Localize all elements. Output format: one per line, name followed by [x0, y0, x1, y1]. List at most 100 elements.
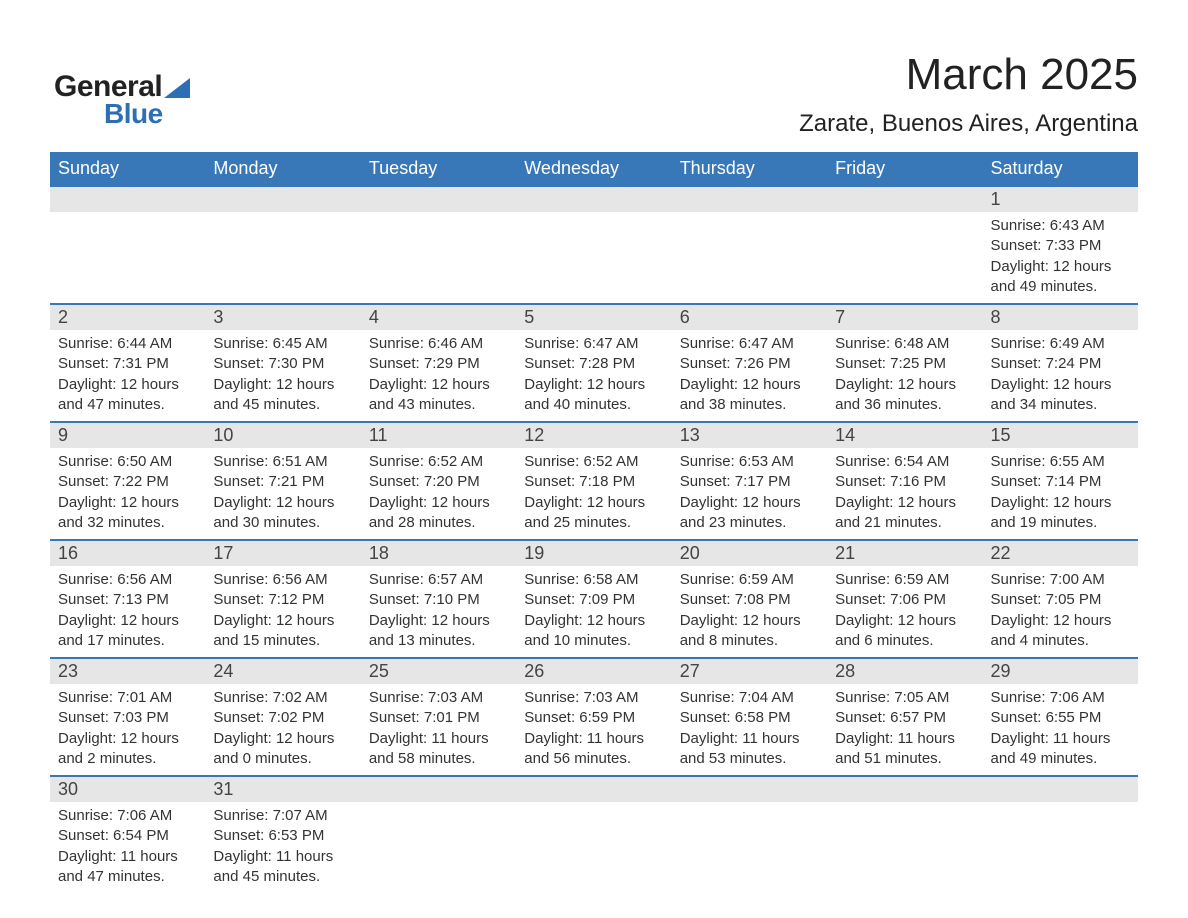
daylight-line2: and 25 minutes. — [524, 513, 663, 533]
day-num-cell: 17 — [205, 540, 360, 566]
daylight-line1: Daylight: 12 hours — [58, 611, 197, 631]
sunrise-text: Sunrise: 7:03 AM — [524, 688, 663, 708]
day-content-cell: Sunrise: 6:52 AMSunset: 7:20 PMDaylight:… — [361, 448, 516, 540]
sunset-text: Sunset: 7:13 PM — [58, 590, 197, 610]
day-num-cell — [50, 186, 205, 212]
daylight-line1: Daylight: 11 hours — [524, 729, 663, 749]
daylight-line1: Daylight: 12 hours — [58, 493, 197, 513]
calendar-body: 1Sunrise: 6:43 AMSunset: 7:33 PMDaylight… — [50, 186, 1138, 893]
day-num-cell — [516, 186, 671, 212]
day-content-cell: Sunrise: 6:45 AMSunset: 7:30 PMDaylight:… — [205, 330, 360, 422]
sunset-text: Sunset: 7:33 PM — [991, 236, 1130, 256]
day-header: Thursday — [672, 152, 827, 186]
day-num-cell: 4 — [361, 304, 516, 330]
sunset-text: Sunset: 6:58 PM — [680, 708, 819, 728]
daylight-line1: Daylight: 12 hours — [58, 375, 197, 395]
daylight-line2: and 36 minutes. — [835, 395, 974, 415]
day-number: 30 — [50, 777, 205, 802]
sunset-text: Sunset: 6:59 PM — [524, 708, 663, 728]
sunrise-text: Sunrise: 7:00 AM — [991, 570, 1130, 590]
day-details: Sunrise: 7:02 AMSunset: 7:02 PMDaylight:… — [205, 684, 360, 775]
sunset-text: Sunset: 7:28 PM — [524, 354, 663, 374]
day-number: 10 — [205, 423, 360, 448]
day-num-cell: 27 — [672, 658, 827, 684]
daylight-line1: Daylight: 12 hours — [369, 493, 508, 513]
day-num-cell: 19 — [516, 540, 671, 566]
sunrise-text: Sunrise: 7:06 AM — [58, 806, 197, 826]
sunrise-text: Sunrise: 7:05 AM — [835, 688, 974, 708]
sunrise-text: Sunrise: 6:46 AM — [369, 334, 508, 354]
day-num-cell: 13 — [672, 422, 827, 448]
daylight-line2: and 8 minutes. — [680, 631, 819, 651]
logo-triangle-icon — [164, 78, 190, 98]
day-content-cell: Sunrise: 6:58 AMSunset: 7:09 PMDaylight:… — [516, 566, 671, 658]
daylight-line1: Daylight: 12 hours — [991, 493, 1130, 513]
week-daynum-row: 9101112131415 — [50, 422, 1138, 448]
day-num-cell: 28 — [827, 658, 982, 684]
day-num-cell — [516, 776, 671, 802]
daylight-line1: Daylight: 11 hours — [991, 729, 1130, 749]
day-details: Sunrise: 6:55 AMSunset: 7:14 PMDaylight:… — [983, 448, 1138, 539]
day-num-cell — [361, 776, 516, 802]
week-daynum-row: 3031 — [50, 776, 1138, 802]
day-details: Sunrise: 6:56 AMSunset: 7:12 PMDaylight:… — [205, 566, 360, 657]
day-content-cell: Sunrise: 6:59 AMSunset: 7:08 PMDaylight:… — [672, 566, 827, 658]
week-daynum-row: 16171819202122 — [50, 540, 1138, 566]
sunrise-text: Sunrise: 6:47 AM — [680, 334, 819, 354]
day-details: Sunrise: 7:03 AMSunset: 7:01 PMDaylight:… — [361, 684, 516, 775]
daylight-line1: Daylight: 12 hours — [213, 729, 352, 749]
day-content-cell: Sunrise: 7:07 AMSunset: 6:53 PMDaylight:… — [205, 802, 360, 893]
daylight-line1: Daylight: 12 hours — [213, 611, 352, 631]
day-number: 15 — [983, 423, 1138, 448]
daylight-line2: and 53 minutes. — [680, 749, 819, 769]
daylight-line1: Daylight: 12 hours — [991, 257, 1130, 277]
sunrise-text: Sunrise: 7:06 AM — [991, 688, 1130, 708]
day-content-cell — [983, 802, 1138, 893]
header: General Blue March 2025 Zarate, Buenos A… — [50, 50, 1138, 144]
sunset-text: Sunset: 7:31 PM — [58, 354, 197, 374]
daylight-line2: and 17 minutes. — [58, 631, 197, 651]
day-number: 25 — [361, 659, 516, 684]
sunset-text: Sunset: 7:16 PM — [835, 472, 974, 492]
daylight-line1: Daylight: 12 hours — [680, 611, 819, 631]
day-num-cell: 15 — [983, 422, 1138, 448]
daylight-line1: Daylight: 12 hours — [835, 611, 974, 631]
daylight-line1: Daylight: 11 hours — [58, 847, 197, 867]
day-number: 12 — [516, 423, 671, 448]
sunrise-text: Sunrise: 6:47 AM — [524, 334, 663, 354]
month-title: March 2025 — [799, 50, 1138, 100]
sunrise-text: Sunrise: 6:48 AM — [835, 334, 974, 354]
day-content-cell: Sunrise: 6:47 AMSunset: 7:28 PMDaylight:… — [516, 330, 671, 422]
sunrise-text: Sunrise: 7:03 AM — [369, 688, 508, 708]
sunset-text: Sunset: 7:26 PM — [680, 354, 819, 374]
day-details: Sunrise: 7:04 AMSunset: 6:58 PMDaylight:… — [672, 684, 827, 775]
daylight-line1: Daylight: 12 hours — [835, 493, 974, 513]
daylight-line2: and 10 minutes. — [524, 631, 663, 651]
day-content-cell: Sunrise: 6:48 AMSunset: 7:25 PMDaylight:… — [827, 330, 982, 422]
sunset-text: Sunset: 7:08 PM — [680, 590, 819, 610]
sunrise-text: Sunrise: 6:49 AM — [991, 334, 1130, 354]
day-content-cell: Sunrise: 7:06 AMSunset: 6:54 PMDaylight:… — [50, 802, 205, 893]
sunrise-text: Sunrise: 7:07 AM — [213, 806, 352, 826]
day-num-cell — [827, 186, 982, 212]
week-daynum-row: 1 — [50, 186, 1138, 212]
daylight-line2: and 32 minutes. — [58, 513, 197, 533]
day-details: Sunrise: 6:56 AMSunset: 7:13 PMDaylight:… — [50, 566, 205, 657]
sunset-text: Sunset: 6:57 PM — [835, 708, 974, 728]
day-details: Sunrise: 6:48 AMSunset: 7:25 PMDaylight:… — [827, 330, 982, 421]
sunrise-text: Sunrise: 6:57 AM — [369, 570, 508, 590]
sunset-text: Sunset: 7:05 PM — [991, 590, 1130, 610]
sunrise-text: Sunrise: 6:59 AM — [835, 570, 974, 590]
daylight-line1: Daylight: 11 hours — [369, 729, 508, 749]
day-details: Sunrise: 6:46 AMSunset: 7:29 PMDaylight:… — [361, 330, 516, 421]
day-header: Wednesday — [516, 152, 671, 186]
day-number: 27 — [672, 659, 827, 684]
day-number: 11 — [361, 423, 516, 448]
day-number: 26 — [516, 659, 671, 684]
day-details: Sunrise: 6:58 AMSunset: 7:09 PMDaylight:… — [516, 566, 671, 657]
sunset-text: Sunset: 6:55 PM — [991, 708, 1130, 728]
day-content-cell: Sunrise: 6:53 AMSunset: 7:17 PMDaylight:… — [672, 448, 827, 540]
sunrise-text: Sunrise: 6:56 AM — [213, 570, 352, 590]
day-content-cell: Sunrise: 6:54 AMSunset: 7:16 PMDaylight:… — [827, 448, 982, 540]
day-num-cell: 14 — [827, 422, 982, 448]
